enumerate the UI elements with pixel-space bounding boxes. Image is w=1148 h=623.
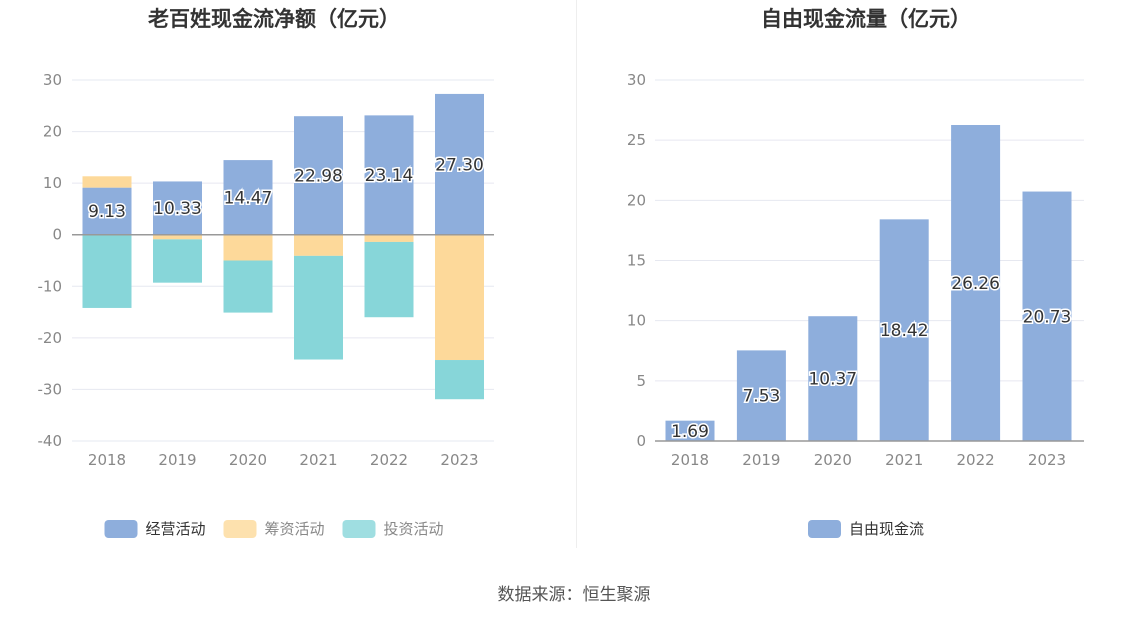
bar-投资活动-2020 [223,260,273,313]
y-tick-label: 15 [627,252,646,270]
x-tick-label: 2023 [440,451,478,469]
x-tick-label: 2022 [957,451,995,469]
data-label: 1.69 [671,422,709,442]
bar-筹资活动-2019 [153,234,202,240]
bar-筹资活动-2021 [294,234,343,256]
y-tick-label: 20 [627,191,646,209]
legend-swatch [808,520,841,538]
legend-label: 投资活动 [384,520,444,538]
x-tick-label: 2019 [158,451,196,469]
bar-经营活动-2022 [364,115,414,235]
y-tick-label: 25 [627,131,646,149]
x-tick-label: 2020 [229,451,267,469]
legend-item: 自由现金流 [808,520,924,538]
bar-自由现金流-2023 [1022,191,1072,441]
bar-投资活动-2023 [435,360,484,400]
chart-title: 自由现金流量（亿元） [761,7,971,31]
data-label: 7.53 [742,387,780,407]
chart-panel-2: 自由现金流量（亿元） 30 25 20 15 10 5 0 2018 2019 2020 2021 20… [627,7,1084,538]
x-tick-label: 2018 [88,451,126,469]
y-tick-label: -20 [38,329,63,347]
bar-自由现金流-2022 [951,125,1001,441]
legend-swatch [104,520,138,538]
data-label: 9.13 [88,202,126,222]
y-tick-label: 0 [636,432,646,450]
chart-title: 老百姓现金流净额（亿元） [148,7,400,31]
bar-筹资活动-2022 [364,234,414,242]
bar-筹资活动-2020 [223,234,273,261]
data-label: 22.98 [294,166,343,186]
x-tick-label: 2022 [370,451,408,469]
y-tick-label: 20 [43,123,62,141]
data-label: 14.47 [224,188,273,208]
y-tick-label: -10 [38,277,63,295]
bar-经营活动-2021 [294,116,343,235]
y-tick-label: -40 [38,432,63,450]
bar-筹资活动-2023 [435,234,484,361]
bar-自由现金流-2019 [736,350,786,441]
bar-自由现金流-2021 [879,219,929,441]
legend-item: 投资活动 [342,520,444,538]
bar-筹资活动-2018 [82,176,132,188]
data-label: 20.73 [1023,307,1072,327]
y-tick-label: 5 [636,372,646,390]
legend-item: 经营活动 [104,520,206,538]
x-tick-label: 2019 [742,451,780,469]
panel-divider [576,0,577,548]
bar-投资活动-2018 [82,234,132,308]
data-label: 10.37 [808,370,857,390]
legend-item: 筹资活动 [223,520,325,538]
x-tick-label: 2023 [1028,451,1066,469]
bar-自由现金流-2020 [808,316,858,441]
bar-投资活动-2022 [364,241,414,318]
bar-自由现金流-2018 [665,420,715,441]
y-tick-label: 30 [43,71,62,89]
x-tick-label: 2021 [299,451,337,469]
data-label: 26.26 [951,274,1000,294]
x-tick-label: 2020 [814,451,852,469]
chart-panel-1: 老百姓现金流净额（亿元） 30 20 10 0 -10 -20 -30 -40 2018 2019 2… [38,7,494,538]
y-tick-label: 30 [627,71,646,89]
y-tick-label: 0 [52,226,62,244]
bar-投资活动-2021 [294,255,343,360]
legend-swatch [223,520,257,538]
y-tick-label: 10 [627,312,646,330]
data-label: 27.30 [435,155,484,175]
x-tick-label: 2018 [671,451,709,469]
legend-label: 自由现金流 [849,520,924,538]
legend-label: 经营活动 [146,520,206,538]
data-source: 数据来源：恒生聚源 [497,585,651,605]
x-tick-label: 2021 [885,451,923,469]
bar-经营活动-2020 [223,160,273,235]
data-label: 23.14 [365,166,414,186]
bar-经营活动-2023 [435,93,484,235]
bar-投资活动-2019 [153,239,202,283]
y-tick-label: 10 [43,174,62,192]
data-label: 18.42 [880,321,929,341]
data-label: 10.33 [153,199,202,219]
y-tick-label: -30 [38,380,63,398]
bar-经营活动-2018 [82,187,132,235]
legend-label: 筹资活动 [265,520,325,538]
legend-swatch [342,520,376,538]
bar-经营活动-2019 [153,181,202,235]
